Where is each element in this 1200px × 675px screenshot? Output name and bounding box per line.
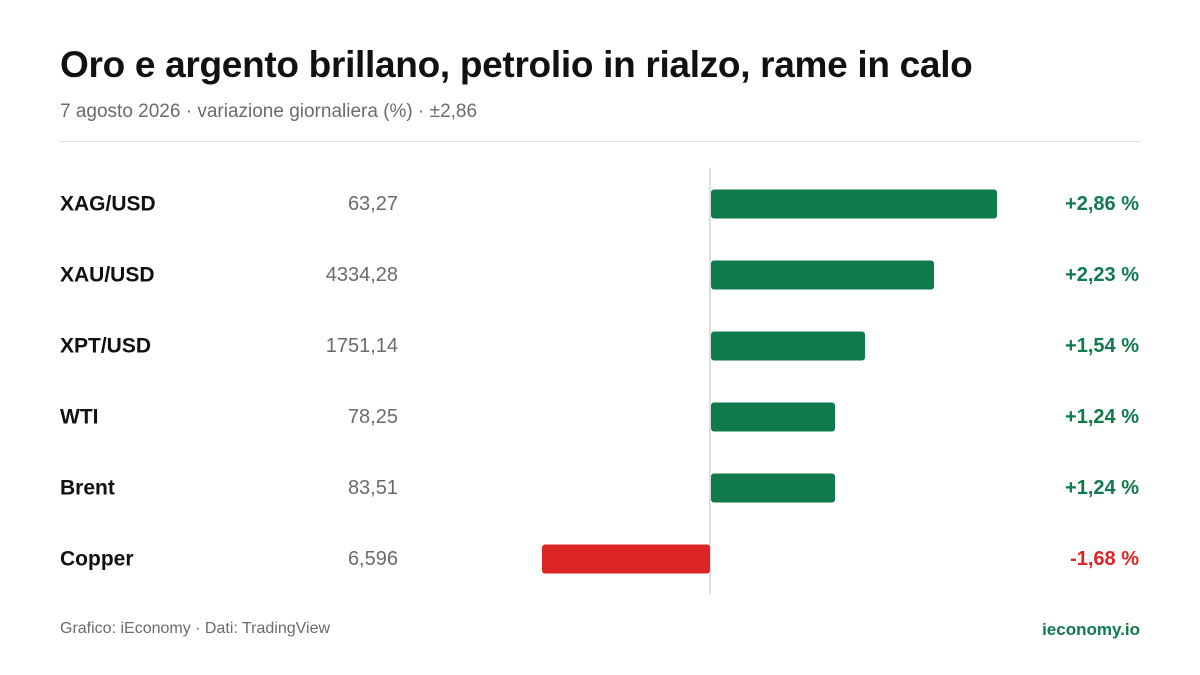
category-label: Copper	[60, 548, 134, 571]
price-label: 78,25	[348, 406, 398, 428]
category-label: XAG/USD	[60, 193, 156, 216]
value-label: -1,68 %	[1070, 548, 1139, 570]
category-label: XPT/USD	[60, 335, 151, 358]
bar	[711, 331, 865, 361]
source-credit: Grafico: iEconomy · Dati: TradingView	[60, 620, 331, 637]
value-label: +2,23 %	[1065, 264, 1139, 286]
value-label: +1,54 %	[1065, 335, 1139, 357]
category-label: WTI	[60, 406, 98, 429]
brand-link[interactable]: ieconomy.io	[1042, 620, 1140, 639]
value-label: +1,24 %	[1065, 477, 1139, 499]
price-label: 83,51	[348, 477, 398, 499]
bar	[711, 402, 835, 432]
bar	[542, 544, 710, 574]
price-label: 6,596	[348, 548, 398, 570]
price-label: 63,27	[348, 193, 398, 215]
bar	[711, 189, 997, 219]
bar	[711, 260, 934, 290]
value-label: +2,86 %	[1065, 193, 1139, 215]
chart-subtitle: 7 agosto 2026 · variazione giornaliera (…	[60, 101, 478, 122]
bar	[711, 473, 835, 503]
category-label: Brent	[60, 477, 115, 500]
chart-title: Oro e argento brillano, petrolio in rial…	[60, 44, 973, 85]
category-label: XAU/USD	[60, 264, 155, 287]
value-label: +1,24 %	[1065, 406, 1139, 428]
price-label: 1751,14	[326, 335, 398, 357]
price-label: 4334,28	[326, 264, 398, 286]
header-divider	[60, 141, 1140, 142]
